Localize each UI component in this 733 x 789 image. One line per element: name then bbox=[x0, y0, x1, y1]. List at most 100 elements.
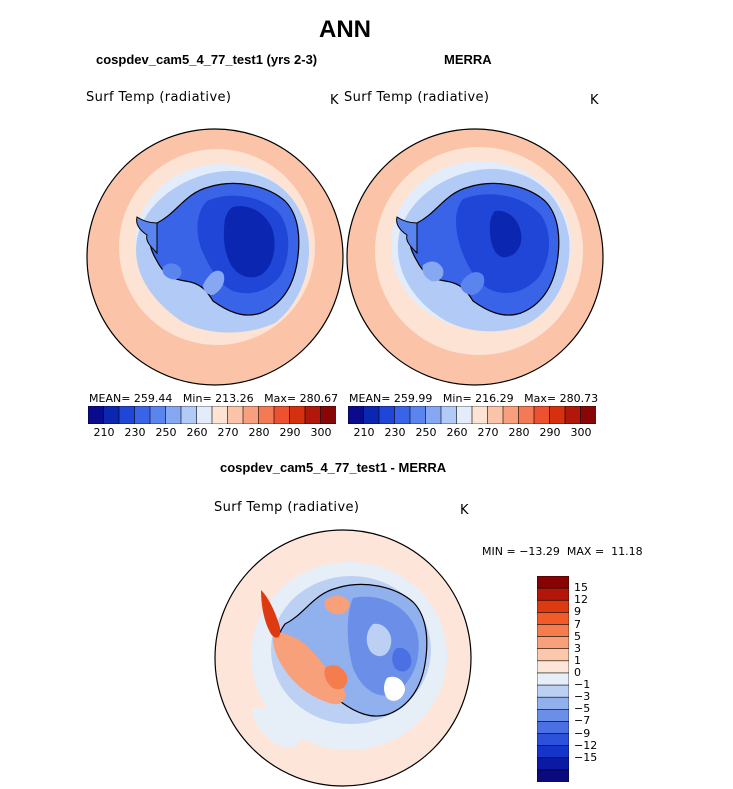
left-stats: MEAN= 259.44 Min= 213.26 Max= 280.67 bbox=[89, 392, 338, 405]
diff-peninsula-warm bbox=[261, 590, 281, 638]
diff-colorbar-ticks: 15 12 9 7 5 3 1 0 −1 −3 −5 −7 −9 −12 −15 bbox=[574, 576, 614, 782]
colorbar-tick-label: 280 bbox=[508, 426, 530, 439]
colorbar-swatch bbox=[537, 587, 569, 601]
colorbar-swatch bbox=[273, 406, 291, 424]
colorbar-tick-label: 280 bbox=[248, 426, 270, 439]
right-dome bbox=[489, 210, 522, 258]
right-colorbar bbox=[348, 406, 596, 424]
colorbar-tick-label: 290 bbox=[279, 426, 301, 439]
colorbar-swatch bbox=[196, 406, 213, 424]
left-max-label: Max= bbox=[264, 392, 297, 405]
colorbar-swatch bbox=[549, 406, 566, 424]
colorbar-tick-label: −9 bbox=[574, 726, 591, 740]
colorbar-tick-label: −1 bbox=[574, 678, 591, 692]
colorbar-tick-label: −3 bbox=[574, 690, 591, 704]
colorbar-swatch bbox=[537, 624, 569, 638]
figure-title: ANN bbox=[319, 16, 371, 43]
colorbar-swatch bbox=[537, 757, 569, 771]
colorbar-swatch bbox=[180, 406, 198, 424]
colorbar-swatch bbox=[394, 406, 411, 424]
colorbar-swatch bbox=[149, 406, 167, 424]
colorbar-swatch bbox=[378, 406, 396, 424]
colorbar-tick-label: 250 bbox=[155, 426, 177, 439]
right-max-label: Max= bbox=[524, 392, 557, 405]
colorbar-swatch bbox=[425, 406, 442, 424]
diff-variable-label: Surf Temp (radiative) bbox=[214, 500, 360, 515]
left-min-label: Min= bbox=[182, 392, 212, 405]
colorbar-swatch bbox=[518, 406, 535, 424]
diff-white-patch bbox=[384, 676, 405, 701]
colorbar-swatch bbox=[165, 406, 182, 424]
colorbar-swatch bbox=[456, 406, 473, 424]
colorbar-tick-label: 15 bbox=[574, 581, 588, 595]
colorbar-swatch bbox=[487, 406, 504, 424]
left-max-value: 280.67 bbox=[299, 392, 339, 405]
left-peninsula bbox=[136, 216, 158, 255]
diff-west-warm bbox=[272, 632, 346, 705]
colorbar-swatch bbox=[537, 648, 569, 662]
diff-offshore-cool bbox=[252, 707, 302, 748]
diff-max-value: 11.18 bbox=[611, 545, 643, 558]
colorbar-tick-label: 12 bbox=[574, 593, 588, 607]
colorbar-tick-label: 270 bbox=[217, 426, 239, 439]
colorbar-tick-label: 3 bbox=[574, 641, 581, 655]
colorbar-tick-label: 9 bbox=[574, 605, 581, 619]
left-ross-shelf bbox=[203, 270, 225, 295]
colorbar-tick-label: 1 bbox=[574, 653, 581, 667]
colorbar-tick-label: 7 bbox=[574, 617, 581, 631]
left-polar-map bbox=[86, 128, 344, 386]
colorbar-swatch bbox=[242, 406, 260, 424]
colorbar-swatch bbox=[537, 708, 569, 723]
colorbar-swatch bbox=[211, 406, 229, 424]
colorbar-tick-label: 260 bbox=[186, 426, 208, 439]
left-units-label: K bbox=[330, 93, 339, 108]
colorbar-tick-label: 0 bbox=[574, 665, 581, 679]
right-max-value: 280.73 bbox=[559, 392, 599, 405]
colorbar-swatch bbox=[537, 721, 569, 735]
colorbar-tick-label: 230 bbox=[384, 426, 406, 439]
colorbar-swatch bbox=[348, 406, 365, 424]
diff-units-label: K bbox=[460, 503, 469, 518]
colorbar-swatch bbox=[537, 660, 569, 674]
colorbar-swatch bbox=[537, 696, 569, 710]
diff-polar-map bbox=[214, 529, 472, 787]
colorbar-tick-label: −7 bbox=[574, 714, 591, 728]
colorbar-swatch bbox=[118, 406, 136, 424]
right-stats: MEAN= 259.99 Min= 216.29 Max= 280.73 bbox=[349, 392, 598, 405]
colorbar-swatch bbox=[537, 769, 569, 782]
diff-max-label: MAX = bbox=[566, 545, 605, 558]
left-mean-value: 259.44 bbox=[133, 392, 173, 405]
colorbar-swatch bbox=[537, 745, 569, 759]
right-variable-label: Surf Temp (radiative) bbox=[344, 90, 490, 105]
left-min-value: 213.26 bbox=[215, 392, 254, 405]
diff-min-label: MIN = bbox=[482, 545, 516, 558]
colorbar-swatch bbox=[258, 406, 275, 424]
colorbar-tick-label: −15 bbox=[574, 750, 598, 764]
colorbar-swatch bbox=[227, 406, 244, 424]
colorbar-swatch bbox=[537, 733, 569, 747]
colorbar-swatch bbox=[320, 406, 336, 424]
colorbar-swatch bbox=[537, 672, 569, 686]
diff-east-patch bbox=[366, 623, 392, 657]
right-mean-value: 259.99 bbox=[393, 392, 433, 405]
colorbar-swatch bbox=[409, 406, 427, 424]
right-units-label: K bbox=[590, 93, 599, 108]
right-peninsula bbox=[396, 216, 418, 255]
right-min-value: 216.29 bbox=[475, 392, 514, 405]
left-case-label: cospdev_cam5_4_77_test1 (yrs 2-3) bbox=[96, 52, 318, 67]
diff-min-value: −13.29 bbox=[519, 545, 560, 558]
colorbar-tick-label: 300 bbox=[570, 426, 592, 439]
left-dome bbox=[223, 206, 275, 278]
diff-ross-warm bbox=[324, 665, 348, 690]
right-min-label: Min= bbox=[442, 392, 472, 405]
colorbar-tick-label: 230 bbox=[124, 426, 146, 439]
colorbar-swatch bbox=[103, 406, 120, 424]
colorbar-tick-label: 260 bbox=[446, 426, 468, 439]
colorbar-tick-label: −12 bbox=[574, 738, 598, 752]
colorbar-swatch bbox=[134, 406, 151, 424]
diff-colorbar bbox=[537, 576, 569, 782]
colorbar-tick-label: 250 bbox=[415, 426, 437, 439]
colorbar-swatch bbox=[537, 612, 569, 626]
right-colorbar-ticks: 210 230 250 260 270 280 290 300 bbox=[0, 426, 733, 440]
